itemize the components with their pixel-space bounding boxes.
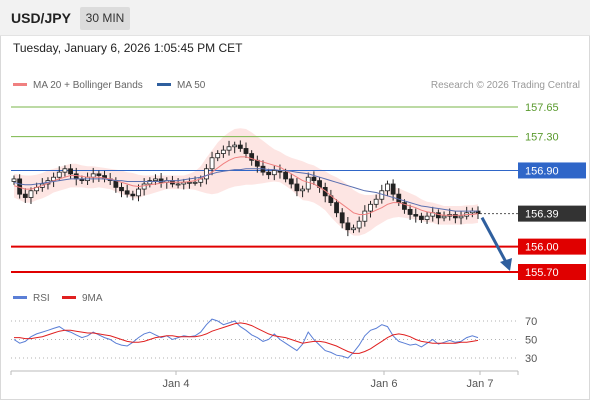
level-label-155-70: 155.70 [525, 267, 559, 279]
candle-body [266, 171, 272, 176]
candle-body [232, 144, 238, 148]
level-label-156-90: 156.90 [525, 165, 559, 177]
candle-body [390, 183, 396, 195]
level-label-156-90-bg [518, 162, 586, 179]
candle-body [283, 171, 289, 180]
candle-body [339, 212, 345, 224]
candle-body [220, 149, 226, 154]
candle-body [441, 215, 447, 219]
candle-body [435, 212, 441, 219]
candle-body [385, 183, 390, 192]
candle-body [28, 190, 34, 198]
candle-body [351, 227, 356, 231]
candle-body [288, 178, 294, 185]
level-label-156-00: 156.00 [525, 242, 559, 254]
candle-body [362, 210, 368, 222]
credit-text: Research © 2026 Trading Central [430, 80, 580, 91]
forecast-arrow-shaft [480, 216, 509, 265]
candle-body [300, 188, 305, 192]
candle-body [226, 146, 232, 151]
candle-body [424, 215, 430, 220]
level-label-155-70-bg [518, 264, 586, 280]
timestamp: Tuesday, January 6, 2026 1:05:45 PM CET [13, 41, 243, 55]
rsi-label: RSI [33, 293, 50, 304]
rsi-tick-70: 70 [525, 316, 537, 328]
candle-body [271, 170, 277, 176]
bollinger-band [14, 128, 478, 236]
legend-rsi: RSI [13, 293, 50, 304]
candle-body [407, 208, 413, 215]
candle-body [11, 178, 17, 182]
legend-rsi-ma: 9MA [62, 293, 103, 304]
ma50-line [13, 168, 478, 212]
legend-ma50: MA 50 [157, 80, 205, 91]
candle-body [249, 153, 255, 161]
candle-body [153, 178, 158, 182]
candle-body [141, 183, 147, 190]
candle-body [203, 168, 209, 180]
timeframe-badge[interactable]: 30 MIN [80, 7, 130, 30]
bollinger-label: MA 20 + Bollinger Bands [33, 80, 143, 91]
bollinger-swatch [13, 82, 27, 86]
candle-body [243, 148, 249, 154]
level-label-157-30: 157.30 [525, 132, 559, 144]
candle-body [113, 180, 119, 188]
candle-body [147, 180, 153, 185]
candle-body [136, 188, 141, 197]
candle-body [452, 214, 458, 219]
rsi-tick-50: 50 [525, 335, 537, 347]
candle-body [322, 186, 328, 197]
ma50-swatch [157, 82, 171, 86]
candle-body [158, 178, 164, 183]
candle-body [458, 215, 464, 219]
candle-body [68, 168, 73, 175]
rsi-ma-line [14, 322, 479, 354]
candle-body [402, 202, 407, 210]
candle-body [311, 176, 317, 182]
x-tick-label-jan-7: Jan 7 [467, 378, 494, 390]
candle-body [368, 203, 373, 212]
instrument-symbol: USD/JPY [11, 10, 71, 26]
ma50-label: MA 50 [177, 80, 206, 91]
candle-body [187, 181, 192, 184]
candle-body [62, 168, 68, 173]
level-label-156-39: 156.39 [525, 209, 559, 221]
ma20-line [13, 156, 479, 216]
candle-body [130, 193, 136, 197]
candle-body [294, 183, 300, 192]
candle-body [345, 222, 351, 231]
level-label-157-65: 157.65 [525, 102, 559, 114]
candle-body [124, 190, 130, 195]
rsi-ma-label: 9MA [82, 293, 103, 304]
chart-header: USD/JPY 30 MIN [0, 0, 590, 36]
candle-body [192, 181, 198, 184]
candle-body [356, 220, 362, 229]
candle-body [419, 215, 424, 220]
candle-body [73, 173, 79, 180]
candle-body [334, 202, 339, 214]
rsi-ma-swatch [62, 295, 76, 299]
rsi-tick-30: 30 [525, 353, 537, 365]
candle-body [215, 153, 221, 159]
x-tick-label-jan-6: Jan 6 [371, 378, 398, 390]
candle-body [96, 173, 102, 176]
x-tick-label-jan-4: Jan 4 [163, 378, 190, 390]
level-label-156-39-bg [518, 205, 586, 222]
rsi-line [13, 318, 479, 359]
candle-body [209, 157, 215, 170]
rsi-swatch [13, 295, 27, 299]
legend-bollinger: MA 20 + Bollinger Bands [13, 80, 143, 91]
candle-body [373, 198, 379, 205]
candle-body [175, 183, 181, 186]
candle-body [56, 171, 62, 178]
level-label-156-00-bg [518, 238, 586, 255]
forecast-arrow-head [500, 258, 512, 271]
candle-body [22, 193, 28, 198]
candle-body [237, 144, 243, 149]
candle-body [119, 186, 124, 192]
candle-body [413, 214, 419, 217]
